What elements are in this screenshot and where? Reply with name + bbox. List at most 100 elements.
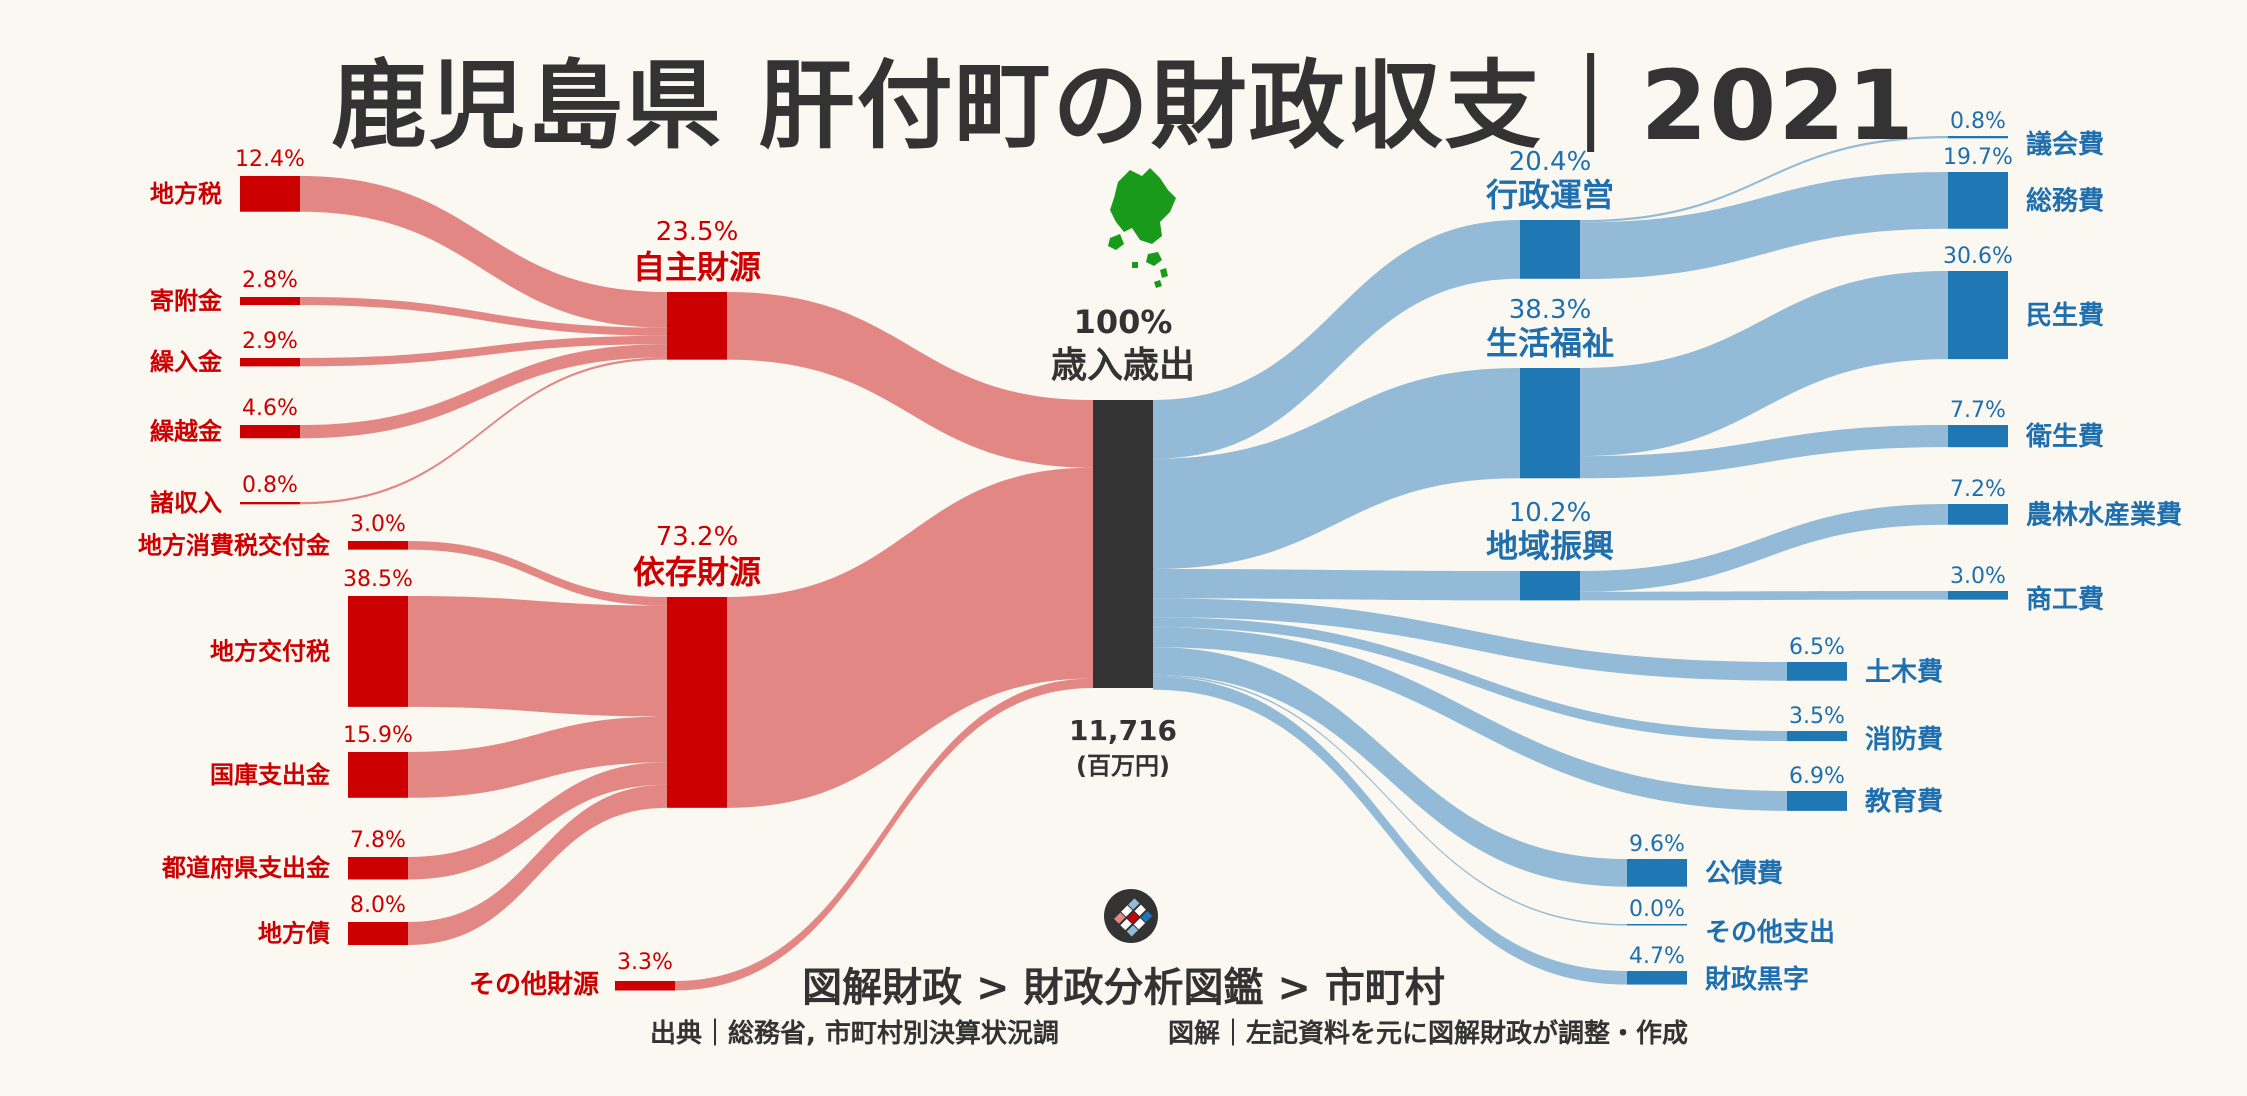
flow-expense-1-0	[1580, 271, 1948, 457]
expense-item-label: 衛生費	[2025, 422, 2104, 452]
node-revenue-leaf	[348, 857, 408, 880]
pct-label: 2.8%	[242, 268, 298, 293]
pct-label: 30.6%	[1943, 244, 2013, 269]
revenue-item-label: その他財源	[469, 970, 599, 1000]
flow-revenue-0-4	[300, 357, 667, 505]
label-layer: 12.4% 地方税 2.8% 寄附金 2.9% 繰入金 4.6% 繰越金 0.8% 諸収入 23.5…	[138, 109, 2182, 1000]
group-pct-label: 73.2%	[656, 522, 739, 552]
flow-revenue-1-2	[408, 716, 667, 798]
expense-item-label: 公債費	[1705, 859, 1783, 889]
flow-revenue-0-2	[300, 335, 667, 367]
expense-item-label: 民生費	[2026, 301, 2104, 331]
group-pct-label: 38.3%	[1509, 295, 1592, 325]
revenue-item-label: 寄附金	[150, 287, 223, 315]
expense-item-label: 商工費	[2026, 584, 2104, 615]
revenue-item-label: 地方交付税	[210, 637, 330, 665]
revenue-item-label: 地方消費税交付金	[138, 531, 331, 559]
flow-expense-group-2	[1153, 569, 1520, 601]
zukai-zaisei-logo-icon	[1104, 889, 1158, 943]
flow-expense-group-1	[1153, 368, 1520, 570]
node-expense-leaf	[1948, 504, 2008, 525]
node-expense-leaf	[1948, 591, 2008, 600]
credit-note: 図解｜左記資料を元に図解財政が調整・作成	[1168, 1019, 1689, 1049]
pct-label: 2.9%	[242, 329, 298, 354]
node-expense-direct	[1787, 662, 1847, 681]
node-revenue-leaf	[240, 297, 300, 306]
flow-revenue-direct-0	[675, 678, 1093, 991]
node-expense-direct	[1627, 859, 1687, 887]
node-expense-direct	[1787, 791, 1847, 811]
pct-label: 3.3%	[617, 950, 673, 975]
pct-label: 7.7%	[1950, 398, 2006, 423]
pct-label: 0.8%	[1950, 109, 2006, 134]
pct-label: 3.0%	[350, 512, 406, 537]
pct-label: 19.7%	[1943, 145, 2013, 170]
revenue-item-label: 繰越金	[150, 418, 223, 446]
expense-group-label: 生活福祉	[1486, 324, 1614, 362]
pct-label: 0.0%	[1629, 897, 1685, 922]
node-revenue-group	[667, 292, 727, 360]
node-revenue-leaf	[348, 541, 408, 550]
pct-label: 8.0%	[350, 893, 406, 918]
expense-item-label: 土木費	[1865, 657, 1943, 687]
pct-label: 7.2%	[1950, 477, 2006, 502]
center-label: 歳入歳出	[1051, 345, 1195, 386]
revenue-item-label: 地方債	[258, 920, 330, 948]
pct-label: 38.5%	[343, 567, 413, 592]
expense-group-label: 行政運営	[1486, 176, 1614, 214]
pct-label: 4.7%	[1629, 944, 1685, 969]
expense-item-label: 農林水産業費	[2026, 499, 2182, 530]
node-expense-group	[1520, 220, 1580, 279]
group-pct-label: 10.2%	[1509, 498, 1592, 528]
node-revenue-leaf	[240, 425, 300, 439]
node-revenue-group	[667, 597, 727, 808]
prefecture-map-icon	[1108, 168, 1176, 288]
pct-label: 3.5%	[1789, 704, 1845, 729]
flow-revenue-0-0	[300, 176, 667, 328]
pct-label: 12.4%	[235, 147, 305, 172]
expense-item-label: 消防費	[1865, 725, 1943, 755]
source-note: 出典｜総務省, 市町村別決算状況調	[650, 1019, 1059, 1049]
breadcrumb: 図解財政 > 財政分析図鑑 > 市町村	[802, 965, 1445, 1011]
chart-title: 鹿児島県 肝付町の財政収支｜2021	[331, 50, 1916, 162]
group-pct-label: 23.5%	[656, 217, 739, 247]
node-revenue-leaf	[240, 502, 300, 505]
revenue-item-label: 都道府県支出金	[161, 854, 331, 882]
pct-label: 4.6%	[242, 396, 298, 421]
pct-label: 0.8%	[242, 473, 298, 498]
node-revenue-leaf	[348, 596, 408, 707]
flow-revenue-1-0	[408, 541, 667, 606]
revenue-group-label: 依存財源	[633, 553, 761, 591]
node-expense-leaf	[1948, 136, 2008, 139]
expense-item-label: その他支出	[1705, 918, 1835, 948]
flow-revenue-group-1	[727, 467, 1093, 808]
pct-label: 6.5%	[1789, 635, 1845, 660]
node-expense-leaf	[1948, 172, 2008, 229]
flow-expense-direct-2	[1153, 627, 1787, 811]
flow-expense-direct-1	[1153, 617, 1787, 742]
node-layer	[240, 136, 2008, 991]
node-revenue-leaf	[240, 358, 300, 367]
revenue-group-label: 自主財源	[633, 248, 761, 286]
node-expense-direct	[1627, 971, 1687, 985]
flow-revenue-1-3	[408, 762, 667, 880]
flow-expense-direct-4	[1153, 674, 1627, 926]
flow-expense-direct-0	[1153, 598, 1787, 681]
flow-expense-0-0	[1580, 136, 1948, 223]
flow-expense-direct-5	[1153, 676, 1627, 985]
node-expense-group	[1520, 571, 1580, 601]
pct-label: 3.0%	[1950, 564, 2006, 589]
node-revenue-leaf	[240, 176, 300, 212]
revenue-item-label: 国庫支出金	[210, 761, 331, 789]
expense-item-label: 議会費	[2026, 129, 2104, 160]
center-total: 11,716	[1069, 714, 1177, 747]
node-expense-direct	[1627, 924, 1687, 926]
expense-item-label: 教育費	[1865, 786, 1943, 817]
revenue-item-label: 地方税	[150, 180, 222, 208]
pct-label: 9.6%	[1629, 832, 1685, 857]
pct-label: 15.9%	[343, 723, 413, 748]
flow-revenue-1-1	[408, 596, 667, 717]
expense-item-label: 総務費	[2026, 185, 2104, 216]
revenue-item-label: 繰入金	[150, 348, 223, 376]
